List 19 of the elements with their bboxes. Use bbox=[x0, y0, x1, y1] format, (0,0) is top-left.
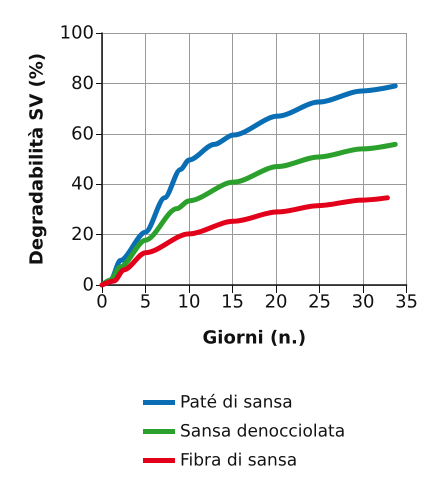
legend-label: Sansa denocciolata bbox=[180, 422, 346, 442]
y-tick-label: 40 bbox=[71, 174, 94, 195]
y-axis-title: Degradabilità SV (%) bbox=[26, 52, 48, 266]
x-tick-label: 35 bbox=[395, 292, 418, 312]
y-tick-label: 0 bbox=[82, 274, 94, 296]
x-tick-label: 30 bbox=[352, 292, 374, 312]
y-tick-label: 80 bbox=[71, 72, 94, 94]
x-axis-title: Giorni (n.) bbox=[202, 328, 306, 348]
y-tick-label: 100 bbox=[60, 22, 94, 44]
x-tick-label: 25 bbox=[308, 292, 331, 312]
legend-label: Paté di sansa bbox=[180, 392, 293, 412]
x-tick-label: 10 bbox=[178, 292, 200, 312]
y-tick-label: 60 bbox=[71, 123, 94, 144]
y-tick-label: 20 bbox=[71, 224, 94, 246]
legend-label: Fibra di sansa bbox=[180, 450, 298, 470]
x-tick-label: 15 bbox=[221, 292, 244, 312]
x-tick-label: 5 bbox=[140, 292, 152, 312]
x-tick-label: 20 bbox=[264, 292, 288, 312]
x-tick-label: 0 bbox=[96, 292, 108, 312]
